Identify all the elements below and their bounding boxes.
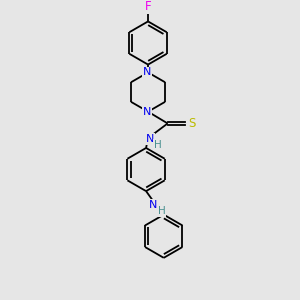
Text: S: S: [188, 117, 196, 130]
Text: H: H: [158, 206, 166, 216]
Text: N: N: [146, 134, 154, 144]
Text: N: N: [143, 68, 151, 77]
Text: F: F: [145, 0, 152, 13]
Text: N: N: [143, 107, 151, 117]
Text: H: H: [154, 140, 162, 150]
Text: N: N: [149, 200, 157, 210]
